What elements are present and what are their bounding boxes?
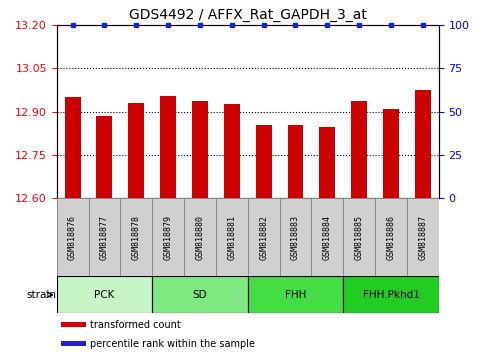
- Bar: [343, 198, 375, 276]
- Bar: [184, 198, 216, 276]
- Text: FHH.Pkhd1: FHH.Pkhd1: [362, 290, 420, 300]
- Text: GSM818887: GSM818887: [419, 215, 427, 260]
- Bar: [57, 276, 152, 313]
- Bar: [343, 276, 439, 313]
- Bar: [57, 198, 89, 276]
- Text: GSM818884: GSM818884: [323, 215, 332, 260]
- Bar: [152, 198, 184, 276]
- Bar: [61, 341, 86, 346]
- Bar: [415, 90, 431, 198]
- Text: SD: SD: [193, 290, 207, 300]
- Bar: [407, 198, 439, 276]
- Text: transformed count: transformed count: [90, 320, 181, 330]
- Bar: [224, 104, 240, 198]
- Text: strain: strain: [26, 290, 56, 300]
- Bar: [97, 116, 112, 198]
- Bar: [128, 103, 144, 198]
- Text: GSM818880: GSM818880: [195, 215, 205, 260]
- Bar: [247, 276, 343, 313]
- Text: percentile rank within the sample: percentile rank within the sample: [90, 339, 255, 349]
- Bar: [256, 125, 272, 198]
- Bar: [383, 109, 399, 198]
- Bar: [319, 127, 335, 198]
- Text: GSM818879: GSM818879: [164, 215, 173, 260]
- Title: GDS4492 / AFFX_Rat_GAPDH_3_at: GDS4492 / AFFX_Rat_GAPDH_3_at: [129, 8, 367, 22]
- Bar: [216, 198, 247, 276]
- Bar: [192, 101, 208, 198]
- Bar: [247, 198, 280, 276]
- Text: GSM818881: GSM818881: [227, 215, 236, 260]
- Text: GSM818878: GSM818878: [132, 215, 141, 260]
- Bar: [65, 97, 80, 198]
- Text: GSM818885: GSM818885: [354, 215, 364, 260]
- Bar: [287, 125, 304, 198]
- Text: GSM818877: GSM818877: [100, 215, 109, 260]
- Bar: [351, 101, 367, 198]
- Bar: [152, 276, 247, 313]
- Text: GSM818882: GSM818882: [259, 215, 268, 260]
- Bar: [120, 198, 152, 276]
- Text: PCK: PCK: [94, 290, 115, 300]
- Bar: [280, 198, 312, 276]
- Text: GSM818886: GSM818886: [387, 215, 395, 260]
- Bar: [160, 96, 176, 198]
- Bar: [89, 198, 120, 276]
- Bar: [312, 198, 343, 276]
- Text: GSM818876: GSM818876: [68, 215, 77, 260]
- Text: FHH: FHH: [285, 290, 306, 300]
- Bar: [61, 322, 86, 327]
- Bar: [375, 198, 407, 276]
- Text: GSM818883: GSM818883: [291, 215, 300, 260]
